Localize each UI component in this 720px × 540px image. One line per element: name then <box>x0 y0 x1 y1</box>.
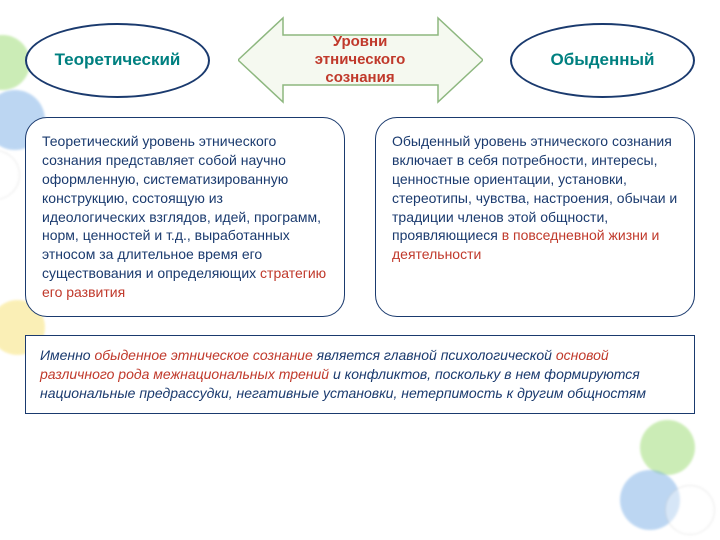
center-bidir-arrow: Уровни этнического сознания <box>238 13 483 108</box>
ellipse-ordinary-label: Обыденный <box>551 50 655 70</box>
ellipse-ordinary: Обыденный <box>510 23 695 98</box>
ellipse-theoretical: Теоретический <box>25 23 210 98</box>
box-ordinary: Обыденный уровень этнического сознания в… <box>375 117 695 317</box>
center-line3: сознания <box>315 69 406 87</box>
bottom-seg1: Именно <box>40 347 94 363</box>
center-line2: этнического <box>315 51 406 69</box>
bottom-note: Именно обыденное этническое сознание явл… <box>25 335 695 414</box>
bottom-em1: обыденное этническое сознание <box>94 347 312 363</box>
center-line1: Уровни <box>315 33 406 51</box>
center-title: Уровни этнического сознания <box>315 33 406 87</box>
mid-row: Теоретический уровень этнического сознан… <box>25 117 695 317</box>
ellipse-theoretical-label: Теоретический <box>55 50 181 70</box>
diagram-container: Теоретический Уровни этнического сознани… <box>0 0 720 540</box>
bottom-seg2: является главной психологической <box>313 347 556 363</box>
top-row: Теоретический Уровни этнического сознани… <box>25 15 695 105</box>
box-theoretical-text: Теоретический уровень этнического сознан… <box>42 133 321 281</box>
box-theoretical: Теоретический уровень этнического сознан… <box>25 117 345 317</box>
